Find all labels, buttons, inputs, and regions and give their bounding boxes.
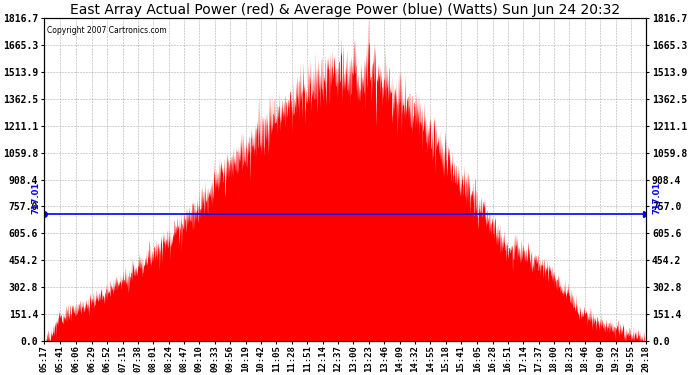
Text: 717.01: 717.01 <box>31 182 40 214</box>
Title: East Array Actual Power (red) & Average Power (blue) (Watts) Sun Jun 24 20:32: East Array Actual Power (red) & Average … <box>70 3 620 17</box>
Text: Copyright 2007 Cartronics.com: Copyright 2007 Cartronics.com <box>47 26 166 35</box>
Text: 717.01: 717.01 <box>653 182 662 214</box>
